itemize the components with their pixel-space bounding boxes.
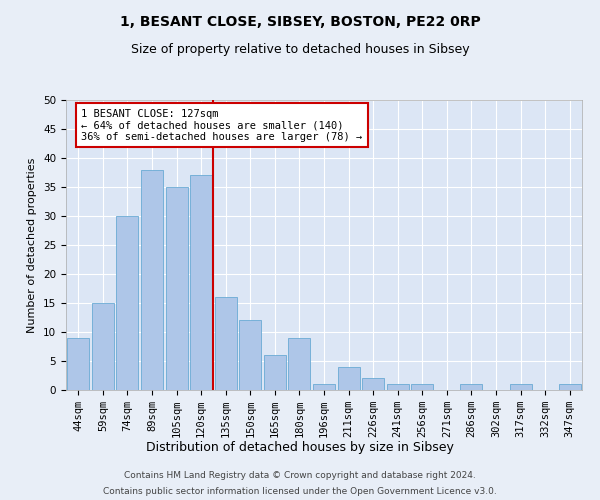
Text: 1 BESANT CLOSE: 127sqm
← 64% of detached houses are smaller (140)
36% of semi-de: 1 BESANT CLOSE: 127sqm ← 64% of detached… [82, 108, 363, 142]
Bar [338, 367, 359, 390]
Text: Distribution of detached houses by size in Sibsey: Distribution of detached houses by size … [146, 441, 454, 454]
Bar [289, 338, 310, 390]
Bar [190, 176, 212, 390]
Bar [239, 320, 262, 390]
Bar [215, 297, 237, 390]
Bar [313, 384, 335, 390]
Text: Contains public sector information licensed under the Open Government Licence v3: Contains public sector information licen… [103, 486, 497, 496]
Bar [460, 384, 482, 390]
Bar [559, 384, 581, 390]
Bar [92, 303, 114, 390]
Bar [264, 355, 286, 390]
Bar [116, 216, 139, 390]
Text: Contains HM Land Registry data © Crown copyright and database right 2024.: Contains HM Land Registry data © Crown c… [124, 472, 476, 480]
Bar [411, 384, 433, 390]
Text: 1, BESANT CLOSE, SIBSEY, BOSTON, PE22 0RP: 1, BESANT CLOSE, SIBSEY, BOSTON, PE22 0R… [119, 15, 481, 29]
Bar [67, 338, 89, 390]
Bar [362, 378, 384, 390]
Bar [509, 384, 532, 390]
Bar [166, 187, 188, 390]
Bar [386, 384, 409, 390]
Text: Size of property relative to detached houses in Sibsey: Size of property relative to detached ho… [131, 42, 469, 56]
Bar [141, 170, 163, 390]
Y-axis label: Number of detached properties: Number of detached properties [28, 158, 37, 332]
